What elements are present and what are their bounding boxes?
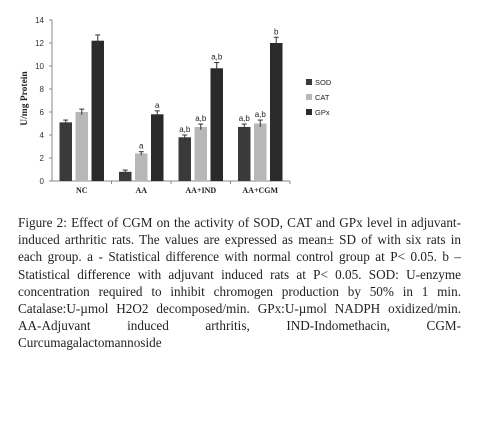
significance-label: a,b	[239, 114, 251, 123]
x-tick-label: AA	[135, 186, 147, 195]
y-tick-label: 4	[40, 131, 45, 140]
bar-gpx	[210, 68, 223, 181]
figure-caption: Figure 2: Effect of CGM on the activity …	[18, 215, 461, 351]
significance-label: a,b	[211, 53, 223, 62]
bar-sod	[119, 171, 132, 181]
bar-chart: 0 2 4 6 8 10 12 14 U/mg Protein NC AA a a AA+IND a,b a,…	[0, 0, 483, 205]
x-tick-label: AA+IND	[185, 186, 216, 195]
bar-sod	[238, 126, 251, 181]
legend-label-gpx: GPx	[315, 108, 330, 117]
significance-label: a,b	[179, 125, 191, 134]
significance-label: b	[274, 27, 279, 36]
legend-label-cat: CAT	[315, 93, 330, 102]
bar-sod	[178, 137, 191, 181]
significance-label: a,b	[195, 114, 207, 123]
legend-swatch-cat	[306, 94, 312, 100]
y-tick-label: 14	[35, 16, 44, 25]
significance-label: a	[155, 101, 160, 110]
bar-cat	[135, 153, 148, 181]
bar-cat	[194, 126, 207, 181]
significance-label: a,b	[255, 110, 267, 119]
chart-svg: 0 2 4 6 8 10 12 14 U/mg Protein NC AA a a AA+IND a,b a,…	[20, 16, 332, 195]
legend-swatch-gpx	[306, 109, 312, 115]
legend-label-sod: SOD	[315, 78, 332, 87]
y-tick-label: 10	[35, 62, 44, 71]
significance-label: a	[139, 142, 144, 151]
y-tick-label: 12	[35, 39, 44, 48]
bar-gpx	[151, 114, 164, 181]
y-axis-title: U/mg Protein	[20, 71, 30, 126]
x-tick-label: NC	[76, 186, 88, 195]
bar-cat	[75, 112, 88, 181]
y-tick-label: 8	[40, 85, 45, 94]
bar-cat	[254, 123, 267, 181]
legend-swatch-sod	[306, 79, 312, 85]
y-tick-label: 6	[40, 108, 45, 117]
y-tick-label: 0	[40, 177, 45, 186]
y-tick-label: 2	[40, 154, 45, 163]
x-tick-label: AA+CGM	[242, 186, 278, 195]
bar-sod	[59, 122, 72, 181]
bar-gpx	[91, 40, 104, 182]
bar-gpx	[270, 43, 283, 181]
